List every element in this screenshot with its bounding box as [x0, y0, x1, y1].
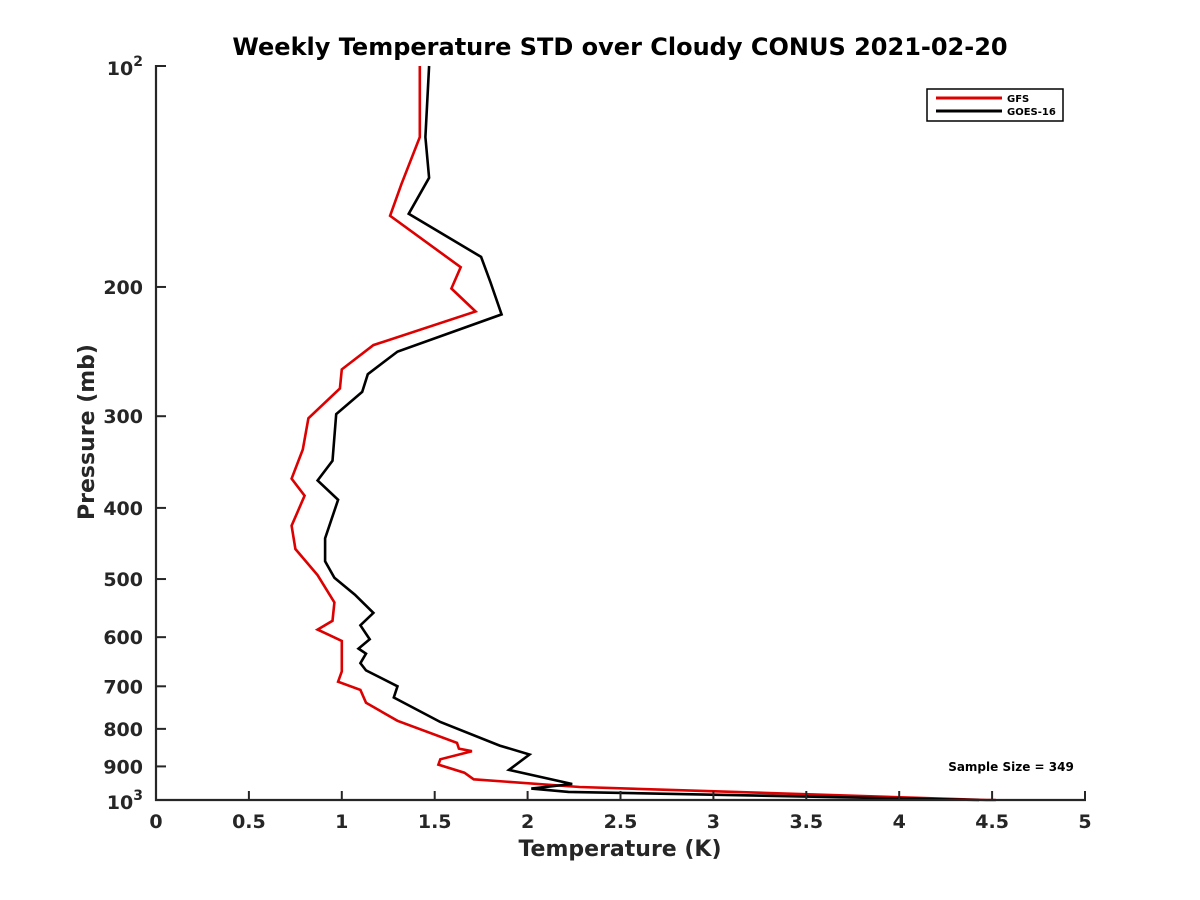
y-tick-label: 400: [103, 498, 143, 520]
x-tick-label: 2.5: [604, 811, 638, 833]
x-tick-label: 4: [893, 811, 906, 833]
y-tick-label: 900: [103, 756, 143, 778]
y-tick-label: 300: [103, 406, 143, 428]
y-axis-label: Pressure (mb): [75, 344, 100, 520]
legend-box: [926, 88, 1064, 122]
y-ticks: 200 300 400 500 600 700 800 900 102 103: [103, 54, 166, 814]
y-tick-label: 800: [103, 719, 143, 741]
y-tick-label: 600: [103, 627, 143, 649]
y-tick-label: 700: [103, 676, 143, 698]
sample-size-annotation: Sample Size = 349: [948, 760, 1074, 774]
x-tick-label: 0: [149, 811, 162, 833]
x-tick-label: 1.5: [418, 811, 452, 833]
legend: GFS GOES-16: [926, 88, 1064, 122]
x-tick-label: 2: [521, 811, 534, 833]
x-tick-label: 3: [707, 811, 720, 833]
x-axis-label: Temperature (K): [518, 837, 721, 862]
series-layer: [290, 65, 996, 802]
series-line-goes16: [315, 65, 980, 802]
series-line-gfs: [290, 66, 996, 802]
x-tick-label: 4.5: [975, 811, 1009, 833]
y-tick-label-power: 103: [107, 788, 143, 814]
y-tick-label: 200: [103, 277, 143, 299]
x-tick-label: 1: [335, 811, 348, 833]
chart-title: Weekly Temperature STD over Cloudy CONUS…: [232, 33, 1007, 61]
legend-label-goes16: GOES-16: [1007, 107, 1056, 118]
x-tick-label: 3.5: [789, 811, 823, 833]
y-tick-label-power: 102: [107, 54, 143, 80]
x-ticks: 0 0.5 1 1.5 2 2.5 3 3.5 4 4.5 5: [149, 791, 1092, 833]
x-tick-label: 0.5: [232, 811, 266, 833]
x-tick-label: 5: [1078, 811, 1091, 833]
y-tick-label: 500: [103, 569, 143, 591]
legend-label-gfs: GFS: [1007, 94, 1029, 105]
